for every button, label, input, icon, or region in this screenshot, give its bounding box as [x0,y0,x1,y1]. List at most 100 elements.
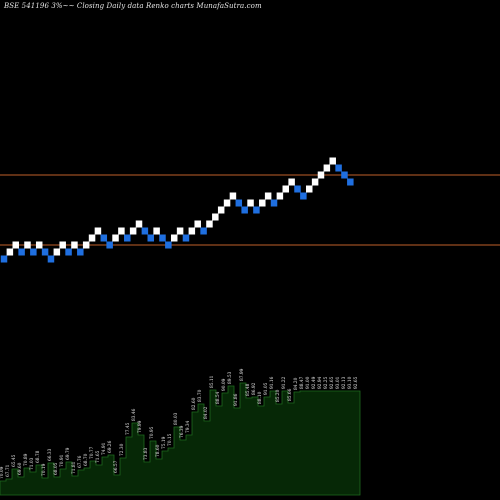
volume-label: 91.00 [306,376,311,389]
renko-brick-up [323,164,331,172]
renko-brick-down [270,199,278,207]
volume-label: 91.16 [270,376,275,389]
volume-label: 70.77 [90,446,95,459]
volume-label: 69.26 [108,440,113,453]
renko-brick-up [264,192,272,200]
volume-label: 84.20 [294,377,299,390]
renko-brick-up [118,227,125,235]
renko-brick-up [82,241,90,249]
volume-label: 87.99 [240,368,245,381]
renko-brick-up [288,178,295,186]
renko-brick-up [88,234,96,242]
chart-title: BSE 541196 3%~~ Closing Daily data Renko… [4,2,262,10]
renko-brick-up [194,220,201,228]
renko-brick-down [18,248,25,256]
volume-label: 80.03 [174,412,179,425]
volume-label: 68.70 [84,453,89,466]
renko-brick-down [65,248,72,256]
volume-label: 84.02 [204,406,209,419]
volume-label: 85.20 [276,389,281,402]
volume-label: 83.70 [198,389,203,402]
renko-brick-down [235,199,243,207]
volume-label: 69.60 [18,462,23,475]
volume-label: 91.22 [282,376,287,389]
volume-label: 91.05 [264,382,269,395]
renko-brick-up [206,220,213,228]
renko-brick-down [124,234,131,242]
renko-brick-up [12,241,19,249]
renko-brick-down [30,248,37,256]
volume-label: 67.71 [6,464,11,477]
renko-brick-down [77,248,84,256]
renko-brick-down [182,234,190,242]
volume-label: 74.91 [102,442,107,455]
volume-label: 79.34 [186,420,191,433]
renko-brick-up [71,241,78,249]
volume-label: 70.89 [24,453,29,466]
renko-brick-up [311,178,319,186]
renko-brick-down [335,164,342,172]
renko-brick-up [317,171,325,179]
renko-bricks [0,157,354,263]
volume-label: 78.60 [156,444,161,457]
renko-brick-up [129,227,137,235]
volume-label: 68.05 [54,462,59,475]
volume-label: 92.94 [318,376,323,389]
volume-label: 88.10 [258,391,263,404]
volume-label: 68.78 [36,450,41,463]
renko-brick-down [47,255,55,263]
renko-brick-down [341,171,348,179]
renko-brick-down [100,234,108,242]
volume-label: 71.81 [72,461,77,474]
renko-brick-up [212,213,219,221]
renko-brick-up [153,227,160,235]
volume-label: 66.57 [114,460,119,473]
renko-brick-down [41,248,49,256]
volume-label: 85.11 [210,375,215,388]
volume-label: 70.19 [42,463,47,476]
renko-brick-up [259,199,266,207]
volume-label: 92.25 [324,376,329,389]
volume-label: 76.39 [180,425,185,438]
volume-label: 77.45 [126,422,131,435]
volume-label: 92.65 [330,376,335,389]
volume-label: 85.48 [246,383,251,396]
volume-label: 67.76 [78,455,83,468]
volume-label: 93.10 [348,376,353,389]
renko-brick-down [347,178,354,186]
volume-label: 75.19 [162,436,167,449]
renko-brick-up [176,227,184,235]
renko-brick-up [170,234,178,242]
volume-label: 82.60 [192,397,197,410]
volume-label: 65.45 [12,454,17,467]
renko-brick-down [106,241,113,249]
renko-brick-up [217,206,225,214]
volume-label: 79.99 [138,420,143,433]
volume-label: 72.30 [120,443,125,456]
renko-brick-down [241,206,248,214]
renko-brick-down [141,227,149,235]
renko-brick-up [6,248,14,256]
renko-brick-up [94,227,102,235]
volume-label: 73.83 [144,447,149,460]
renko-brick-up [305,185,313,193]
volume-label: 71.65 [96,450,101,463]
renko-brick-up [112,234,119,242]
volume-label: 90.09 [222,378,227,391]
volume-label: 70.15 [168,433,173,446]
volume-label: 70.95 [150,426,155,439]
renko-brick-up [35,241,43,249]
renko-brick-down [147,234,154,242]
volume-label: 92.65 [354,376,359,389]
volume-label: 92.49 [312,376,317,389]
renko-brick-down [253,206,260,214]
renko-brick-up [247,199,254,207]
renko-brick-up [59,241,66,249]
renko-brick-down [159,234,166,242]
renko-brick-up [229,192,237,200]
renko-brick-up [24,241,31,249]
volume-label: 92.13 [342,376,347,389]
volume-area-path [0,382,361,496]
renko-brick-down [300,192,307,200]
